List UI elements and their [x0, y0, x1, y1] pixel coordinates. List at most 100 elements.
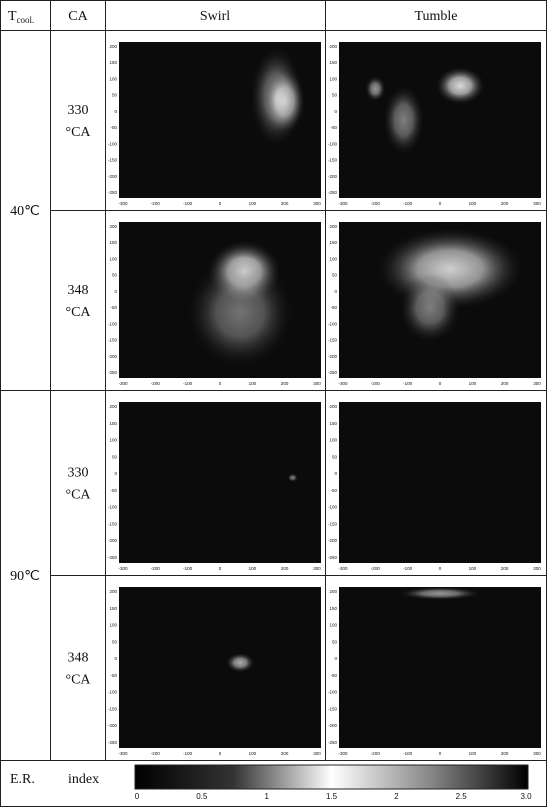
x-tick-label: -300	[118, 566, 128, 571]
intensity-region	[365, 76, 386, 102]
y-tick-label: 150	[329, 240, 337, 245]
y-tick-label: 50	[332, 454, 338, 459]
x-tick-label: 300	[313, 201, 321, 206]
x-tick-label: 100	[249, 751, 257, 756]
x-tick-label: -100	[183, 566, 193, 571]
x-tick-label: -100	[403, 751, 413, 756]
y-tick-label: -250	[328, 740, 338, 745]
x-tick-label: -100	[403, 381, 413, 386]
y-tick-label: 200	[109, 224, 117, 229]
y-tick-label: -50	[330, 673, 337, 678]
intensity-region	[187, 257, 293, 368]
y-tick-label: 150	[329, 606, 337, 611]
y-tick-label: 150	[109, 606, 117, 611]
y-tick-label: -200	[328, 538, 338, 543]
y-tick-label: -50	[110, 305, 117, 310]
plot-area	[339, 42, 541, 198]
x-tick-label: -300	[118, 751, 128, 756]
x-tick-label: -200	[151, 751, 161, 756]
y-tick-label: -100	[328, 141, 338, 146]
y-tick-label: 200	[109, 44, 117, 49]
y-tick-label: 0	[114, 471, 117, 476]
x-tick-label: 300	[313, 751, 321, 756]
contour-plot: -300 -200 -100 0 100 200 300 200 150 100 50 0 -50 -10…	[108, 402, 321, 571]
x-tick-label: 100	[249, 566, 257, 571]
y-tick-label: -200	[108, 354, 118, 359]
crank-angle-unit: °CA	[65, 125, 91, 140]
contour-plot: -300 -200 -100 0 100 200 300 200 150 100 50 0 -50 -10…	[108, 222, 321, 386]
x-tick-label: 100	[469, 751, 477, 756]
index-label: index	[68, 772, 99, 787]
x-tick-label: 0	[219, 201, 222, 206]
x-tick-label: -100	[183, 751, 193, 756]
x-tick-label: 0	[219, 381, 222, 386]
x-tick-label: 0	[439, 201, 442, 206]
y-tick-label: 100	[329, 438, 337, 443]
crank-angle: 330	[68, 103, 89, 118]
y-tick-label: -50	[330, 488, 337, 493]
y-tick-label: 200	[109, 404, 117, 409]
crank-angle-unit: °CA	[65, 305, 91, 320]
x-tick-label: -100	[183, 381, 193, 386]
crank-angle-unit: °CA	[65, 673, 91, 688]
x-tick-label: 200	[281, 201, 289, 206]
colorbar-tick: 0	[135, 792, 140, 801]
intensity-region	[226, 653, 255, 673]
y-tick-label: -100	[108, 690, 118, 695]
y-tick-label: -200	[108, 538, 118, 543]
x-tick-label: -200	[371, 751, 381, 756]
x-tick-label: 300	[533, 751, 541, 756]
y-tick-label: -100	[328, 690, 338, 695]
x-tick-label: 100	[469, 201, 477, 206]
x-tick-label: 0	[439, 566, 442, 571]
y-tick-label: 50	[332, 273, 338, 278]
x-tick-label: 100	[249, 201, 257, 206]
plot-area	[119, 587, 321, 748]
contour-plot: -300 -200 -100 0 100 200 300 200 150 100 50 0 -50 -10…	[328, 402, 541, 571]
colorbar	[134, 764, 529, 790]
colorbar-tick: 1.5	[326, 792, 338, 801]
x-tick-label: 100	[469, 381, 477, 386]
x-tick-label: 200	[501, 751, 509, 756]
y-tick-label: -200	[328, 354, 338, 359]
intensity-region	[399, 587, 481, 600]
x-tick-label: 300	[533, 381, 541, 386]
x-tick-label: -200	[151, 381, 161, 386]
y-tick-label: -250	[108, 740, 118, 745]
y-tick-label: 0	[114, 109, 117, 114]
x-tick-label: -300	[338, 751, 348, 756]
y-tick-label: 50	[112, 273, 118, 278]
x-tick-label: 100	[249, 381, 257, 386]
y-tick-label: -200	[108, 174, 118, 179]
x-tick-label: 200	[281, 381, 289, 386]
x-tick-label: 300	[533, 566, 541, 571]
colorbar-tick: 0.5	[196, 792, 208, 801]
y-tick-label: -150	[108, 521, 118, 526]
x-tick-label: -200	[371, 201, 381, 206]
y-tick-label: -100	[108, 505, 118, 510]
y-tick-label: 100	[329, 76, 337, 81]
y-tick-label: 150	[109, 240, 117, 245]
ca-header: CA	[68, 9, 88, 24]
y-tick-label: -250	[328, 555, 338, 560]
y-tick-label: -250	[108, 555, 118, 560]
x-tick-label: -300	[118, 201, 128, 206]
x-tick-label: -300	[338, 381, 348, 386]
x-tick-label: 100	[469, 566, 477, 571]
y-tick-label: 0	[334, 289, 337, 294]
y-tick-label: -150	[328, 521, 338, 526]
colorbar-tick: 1	[264, 792, 269, 801]
y-tick-label: -200	[328, 174, 338, 179]
y-tick-label: 100	[109, 438, 117, 443]
y-tick-label: 50	[332, 639, 338, 644]
x-tick-label: 0	[439, 751, 442, 756]
y-tick-label: 100	[109, 623, 117, 628]
x-tick-label: 200	[501, 566, 509, 571]
x-tick-label: -200	[371, 566, 381, 571]
y-tick-label: 200	[329, 589, 337, 594]
er-label: E.R.	[10, 772, 35, 787]
x-tick-label: 0	[219, 566, 222, 571]
y-tick-label: -100	[108, 141, 118, 146]
x-tick-label: -300	[338, 201, 348, 206]
